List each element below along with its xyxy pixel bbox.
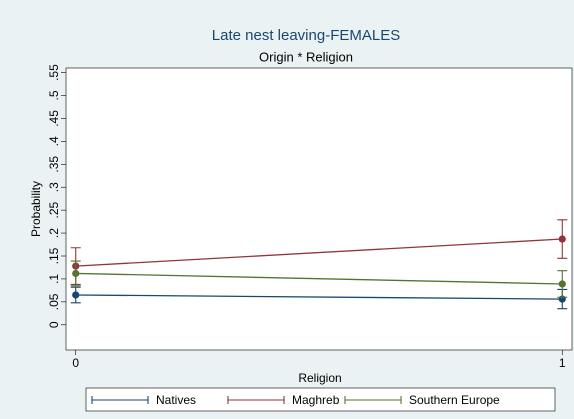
legend-label: Maghreb — [292, 393, 340, 407]
data-point — [558, 235, 566, 243]
y-tick-label: .2 — [47, 228, 61, 238]
y-tick-label: .5 — [47, 90, 61, 100]
x-axis-title: Religion — [298, 371, 341, 385]
y-tick-label: .4 — [47, 136, 61, 146]
series-line — [75, 238, 563, 267]
y-tick-label: .55 — [47, 64, 61, 81]
y-tick-label: .15 — [47, 247, 61, 264]
y-tick-label: .25 — [47, 201, 61, 218]
series-line — [75, 294, 563, 300]
legend-label: Natives — [156, 393, 196, 407]
y-tick-label: .45 — [47, 110, 61, 127]
chart-title: Late nest leaving-FEMALES — [212, 27, 400, 44]
y-tick-label: .3 — [47, 182, 61, 192]
data-point — [558, 280, 566, 288]
legend-symbol — [344, 396, 402, 404]
plot-area — [65, 67, 573, 351]
y-tick-label: .35 — [47, 156, 61, 173]
y-tick-label: 0 — [47, 321, 61, 328]
legend-symbol — [227, 396, 285, 404]
y-axis-title: Probability — [29, 181, 43, 237]
x-tick-label: 0 — [72, 356, 79, 370]
chart-subtitle: Origin * Religion — [259, 49, 353, 64]
legend-symbol — [91, 396, 149, 404]
data-point — [72, 291, 80, 299]
y-tick-label: .1 — [47, 274, 61, 284]
legend-box — [85, 387, 556, 412]
x-tick-label: 1 — [559, 356, 566, 370]
legend-label: Southern Europe — [409, 393, 500, 407]
y-tick-label: .05 — [47, 293, 61, 310]
data-point — [72, 269, 80, 278]
series-line — [75, 272, 563, 285]
